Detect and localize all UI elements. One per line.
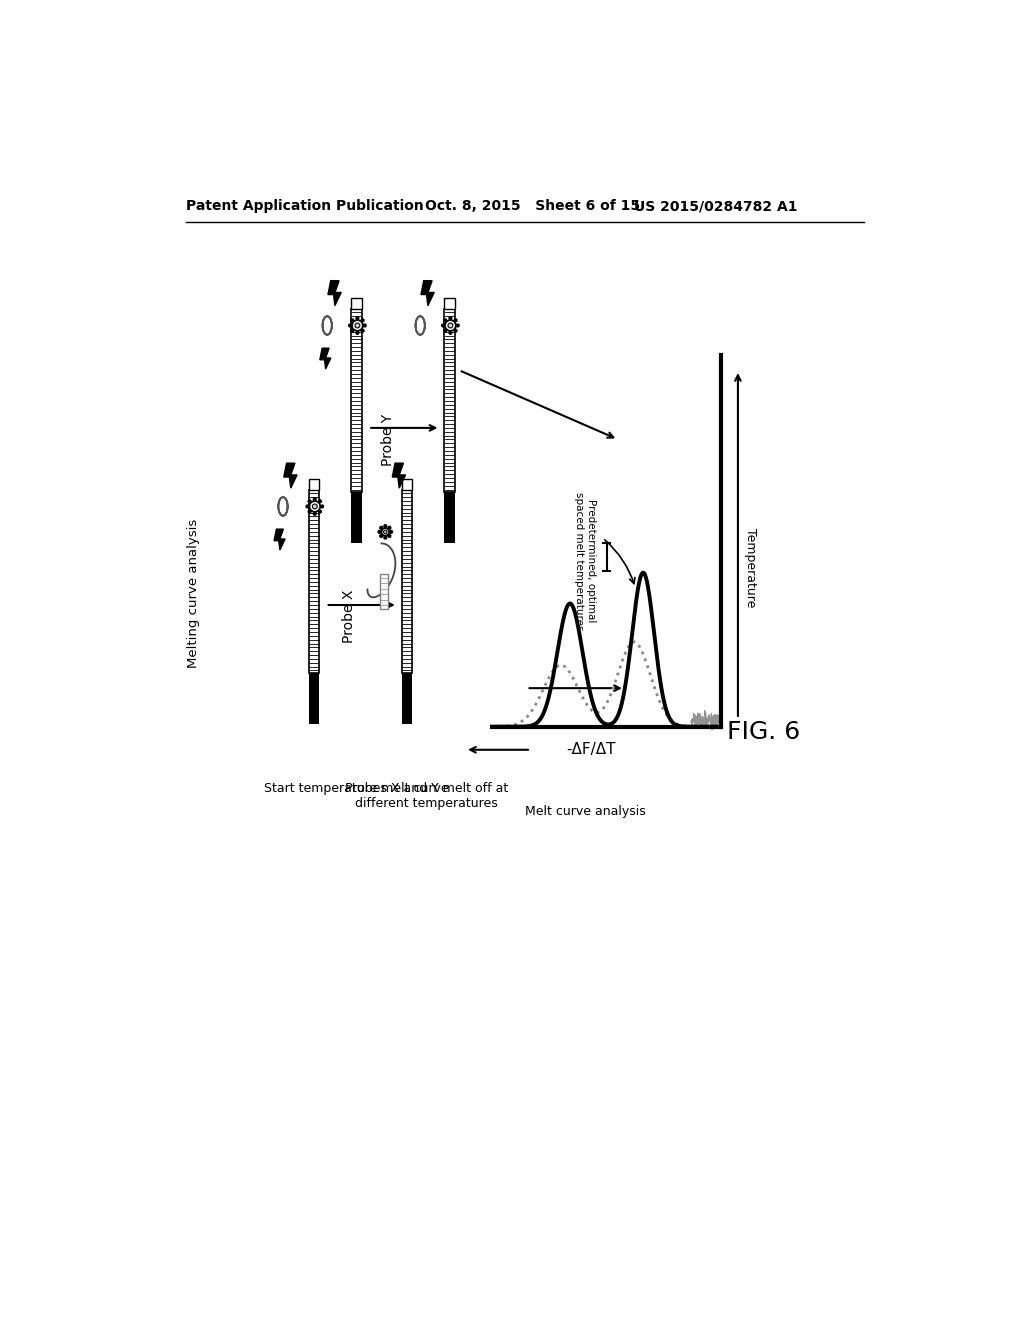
Circle shape (384, 536, 387, 539)
Bar (444, 309, 455, 492)
Circle shape (449, 317, 452, 319)
Text: Temperature: Temperature (743, 528, 757, 607)
Polygon shape (392, 463, 406, 488)
Circle shape (355, 323, 359, 327)
Text: Probes X and Y melt off at
different temperatures: Probes X and Y melt off at different tem… (345, 781, 508, 810)
Text: Melting curve analysis: Melting curve analysis (187, 519, 201, 668)
Polygon shape (421, 281, 434, 306)
Bar (351, 309, 362, 492)
Bar (444, 492, 455, 544)
Circle shape (443, 329, 446, 333)
Circle shape (318, 511, 322, 513)
Circle shape (313, 512, 316, 515)
Circle shape (364, 325, 367, 327)
Circle shape (380, 535, 383, 537)
Circle shape (378, 531, 381, 533)
Bar (308, 490, 319, 673)
Text: Melt curve analysis: Melt curve analysis (525, 805, 645, 818)
Bar (401, 479, 413, 490)
Circle shape (351, 329, 353, 333)
Circle shape (312, 504, 317, 510)
Bar (444, 298, 455, 309)
Bar (308, 479, 319, 490)
Bar (308, 673, 319, 725)
Circle shape (352, 321, 362, 331)
Bar (380, 574, 388, 609)
Text: US 2015/0284782 A1: US 2015/0284782 A1 (634, 199, 798, 213)
Circle shape (381, 528, 389, 536)
Circle shape (441, 325, 444, 327)
Bar (351, 298, 362, 309)
Circle shape (306, 506, 309, 508)
Circle shape (356, 317, 358, 319)
Bar (401, 673, 413, 725)
Circle shape (361, 319, 364, 322)
Circle shape (384, 531, 387, 533)
Circle shape (361, 329, 364, 333)
Text: Probe Y: Probe Y (381, 413, 394, 466)
Circle shape (348, 325, 351, 327)
Circle shape (388, 527, 391, 529)
Circle shape (445, 321, 456, 331)
Circle shape (318, 500, 322, 503)
Circle shape (388, 535, 391, 537)
Polygon shape (274, 529, 285, 550)
Circle shape (309, 502, 321, 512)
Circle shape (455, 319, 457, 322)
Circle shape (308, 511, 311, 513)
Circle shape (321, 506, 324, 508)
Circle shape (449, 331, 452, 334)
Polygon shape (319, 348, 331, 370)
Polygon shape (284, 463, 297, 488)
Polygon shape (328, 281, 341, 306)
Circle shape (457, 325, 459, 327)
Circle shape (384, 524, 387, 528)
Text: Predetermined, optimal
spaced melt temperatures: Predetermined, optimal spaced melt tempe… (574, 492, 596, 631)
Text: FIG. 6: FIG. 6 (727, 719, 800, 744)
Text: Oct. 8, 2015   Sheet 6 of 15: Oct. 8, 2015 Sheet 6 of 15 (425, 199, 640, 213)
Circle shape (356, 331, 358, 334)
Circle shape (447, 323, 453, 327)
Bar (401, 490, 413, 673)
Circle shape (443, 319, 446, 322)
Circle shape (390, 531, 392, 533)
Bar (351, 492, 362, 544)
Circle shape (455, 329, 457, 333)
Circle shape (313, 498, 316, 500)
Text: -ΔF/ΔT: -ΔF/ΔT (566, 742, 615, 758)
Circle shape (308, 500, 311, 503)
Text: Probe X: Probe X (342, 590, 356, 643)
Text: Start temperature melt curve: Start temperature melt curve (264, 781, 449, 795)
Circle shape (380, 527, 383, 529)
Circle shape (351, 319, 353, 322)
Text: Patent Application Publication: Patent Application Publication (186, 199, 424, 213)
